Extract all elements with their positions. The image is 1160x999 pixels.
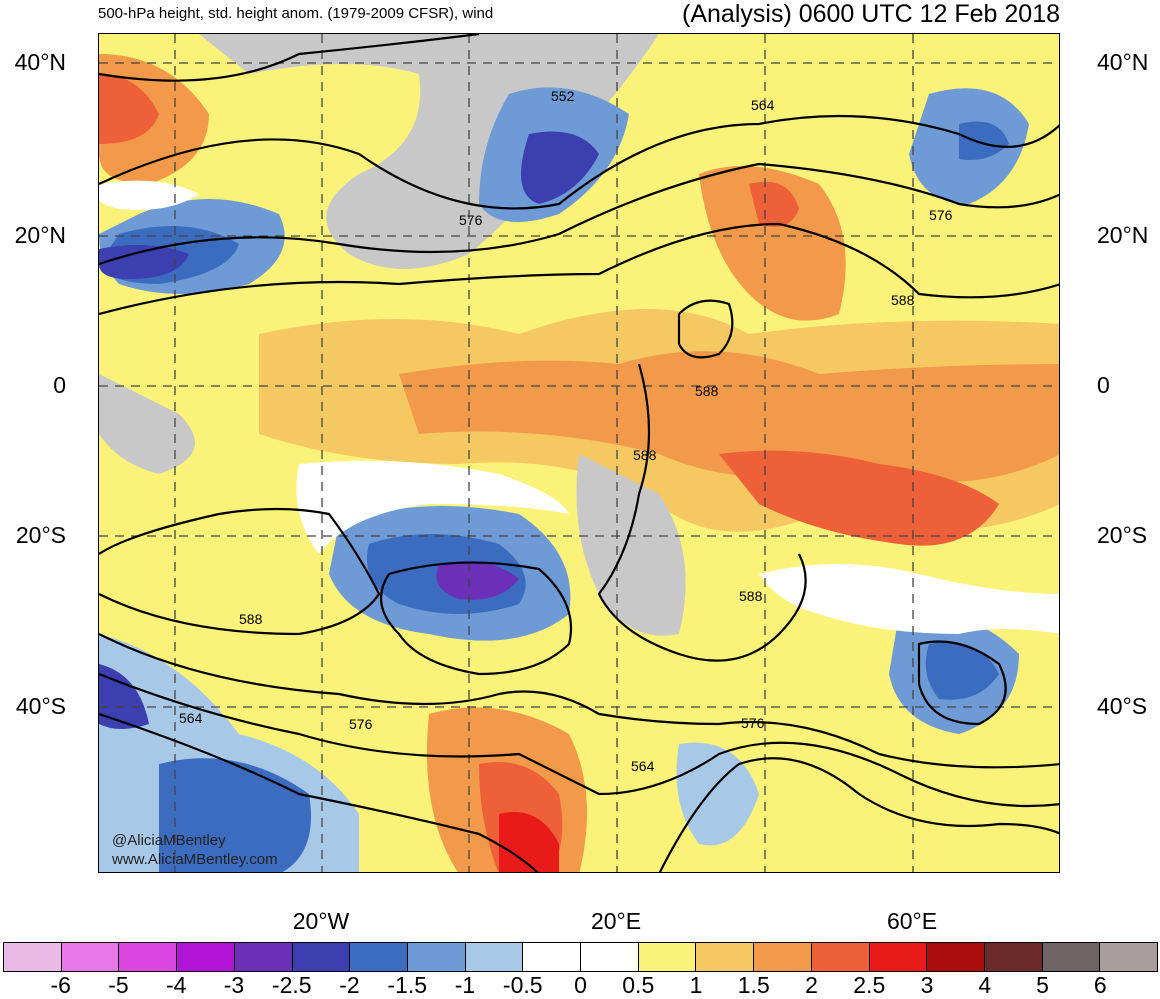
colorbar-swatch bbox=[177, 943, 235, 971]
contour-label-588: 588 bbox=[239, 611, 263, 627]
lon-label-20e: 20°E bbox=[590, 908, 642, 934]
colorbar-swatch bbox=[638, 943, 697, 971]
lat-label-0-right: 0 bbox=[1097, 372, 1110, 398]
colorbar-tick-label: -0.5 bbox=[502, 972, 543, 998]
map-title: 500-hPa height, std. height anom. (1979-… bbox=[98, 5, 494, 22]
colorbar-tick-label: 1 bbox=[689, 972, 703, 998]
lat-label-20n-left: 20°N bbox=[14, 222, 66, 248]
lat-label-40s-left: 40°S bbox=[15, 693, 66, 719]
colorbar-swatch bbox=[696, 943, 755, 971]
anomaly-shading bbox=[99, 34, 1059, 872]
colorbar-swatch bbox=[523, 943, 582, 971]
colorbar-tick-label: -1 bbox=[454, 972, 476, 998]
colorbar-swatch bbox=[119, 943, 178, 971]
colorbar-swatch bbox=[61, 943, 120, 971]
colorbar-tick-label: 2 bbox=[805, 972, 818, 998]
colorbar-tick-label: -1.5 bbox=[387, 972, 428, 998]
contour-label-576: 576 bbox=[741, 715, 765, 731]
colorbar-tick-label: -3 bbox=[223, 972, 245, 998]
colorbar-swatch bbox=[811, 943, 870, 971]
contour-label-564: 564 bbox=[631, 758, 655, 774]
colorbar-tick-label: -2 bbox=[339, 972, 360, 998]
credit-website: www.AliciaMBentley.com bbox=[112, 851, 278, 868]
contour-label-588: 588 bbox=[891, 292, 915, 308]
lat-label-20s-left: 20°S bbox=[15, 522, 66, 548]
contour-labels: 552 564 576 576 588 588 588 588 564 576 … bbox=[179, 88, 953, 774]
lon-label-20w: 20°W bbox=[292, 908, 350, 934]
colorbar-swatch bbox=[407, 943, 466, 971]
colorbar-tick-label: -4 bbox=[166, 972, 187, 998]
contour-label-552: 552 bbox=[551, 88, 575, 104]
lat-label-0-left: 0 bbox=[53, 372, 66, 398]
contour-label-588: 588 bbox=[695, 383, 719, 399]
colorbar-tick-label: 3 bbox=[920, 972, 934, 998]
contour-label-576: 576 bbox=[929, 207, 953, 223]
anomaly-map: 552 564 576 576 588 588 588 588 564 576 … bbox=[99, 34, 1059, 872]
lat-label-40n-right: 40°N bbox=[1097, 49, 1149, 75]
colorbar-swatch bbox=[234, 943, 293, 971]
colorbar-swatch bbox=[927, 943, 985, 971]
colorbar-tick-label: 4 bbox=[978, 972, 992, 998]
colorbar-tick-label: 0 bbox=[574, 972, 587, 998]
map-panel: 552 564 576 576 588 588 588 588 564 576 … bbox=[98, 33, 1060, 873]
colorbar-swatch bbox=[1042, 943, 1101, 971]
colorbar-tick-label: -2.5 bbox=[271, 972, 312, 998]
height-contours bbox=[99, 34, 1059, 872]
colorbar-swatch bbox=[1100, 943, 1158, 971]
graticule bbox=[99, 34, 1059, 872]
lat-label-20n-right: 20°N bbox=[1097, 222, 1149, 248]
contour-label-576: 576 bbox=[459, 212, 483, 228]
colorbar-swatch bbox=[350, 943, 408, 971]
contour-label-588: 588 bbox=[739, 588, 763, 604]
colorbar-swatch bbox=[984, 943, 1043, 971]
colorbar-tick-label: 2.5 bbox=[853, 972, 886, 998]
colorbar-swatch bbox=[465, 943, 524, 971]
colorbar-tick-label: 0.5 bbox=[622, 972, 655, 998]
contour-label-576: 576 bbox=[349, 716, 373, 732]
lat-label-20s-right: 20°S bbox=[1097, 522, 1148, 548]
anomaly-colorbar bbox=[3, 942, 1158, 972]
colorbar-swatch bbox=[292, 943, 351, 971]
colorbar-tick-label: 6 bbox=[1093, 972, 1107, 998]
lon-label-60e: 60°E bbox=[886, 908, 938, 934]
contour-label-564: 564 bbox=[179, 710, 203, 726]
lat-label-40n-left: 40°N bbox=[14, 49, 66, 75]
credit-handle: @AliciaMBentley bbox=[112, 832, 226, 849]
colorbar-tick-label: 1.5 bbox=[737, 972, 770, 998]
colorbar-tick-label: -6 bbox=[50, 972, 71, 998]
colorbar-tick-label: 5 bbox=[1036, 972, 1049, 998]
colorbar-swatch bbox=[754, 943, 812, 971]
colorbar-swatch bbox=[581, 943, 639, 971]
contour-label-588: 588 bbox=[633, 447, 657, 463]
colorbar-tick-label: -5 bbox=[108, 972, 129, 998]
colorbar-swatch bbox=[869, 943, 928, 971]
contour-label-564: 564 bbox=[751, 97, 775, 113]
analysis-time: (Analysis) 0600 UTC 12 Feb 2018 bbox=[682, 0, 1060, 28]
colorbar-swatch bbox=[4, 943, 62, 971]
lat-label-40s-right: 40°S bbox=[1097, 693, 1148, 719]
